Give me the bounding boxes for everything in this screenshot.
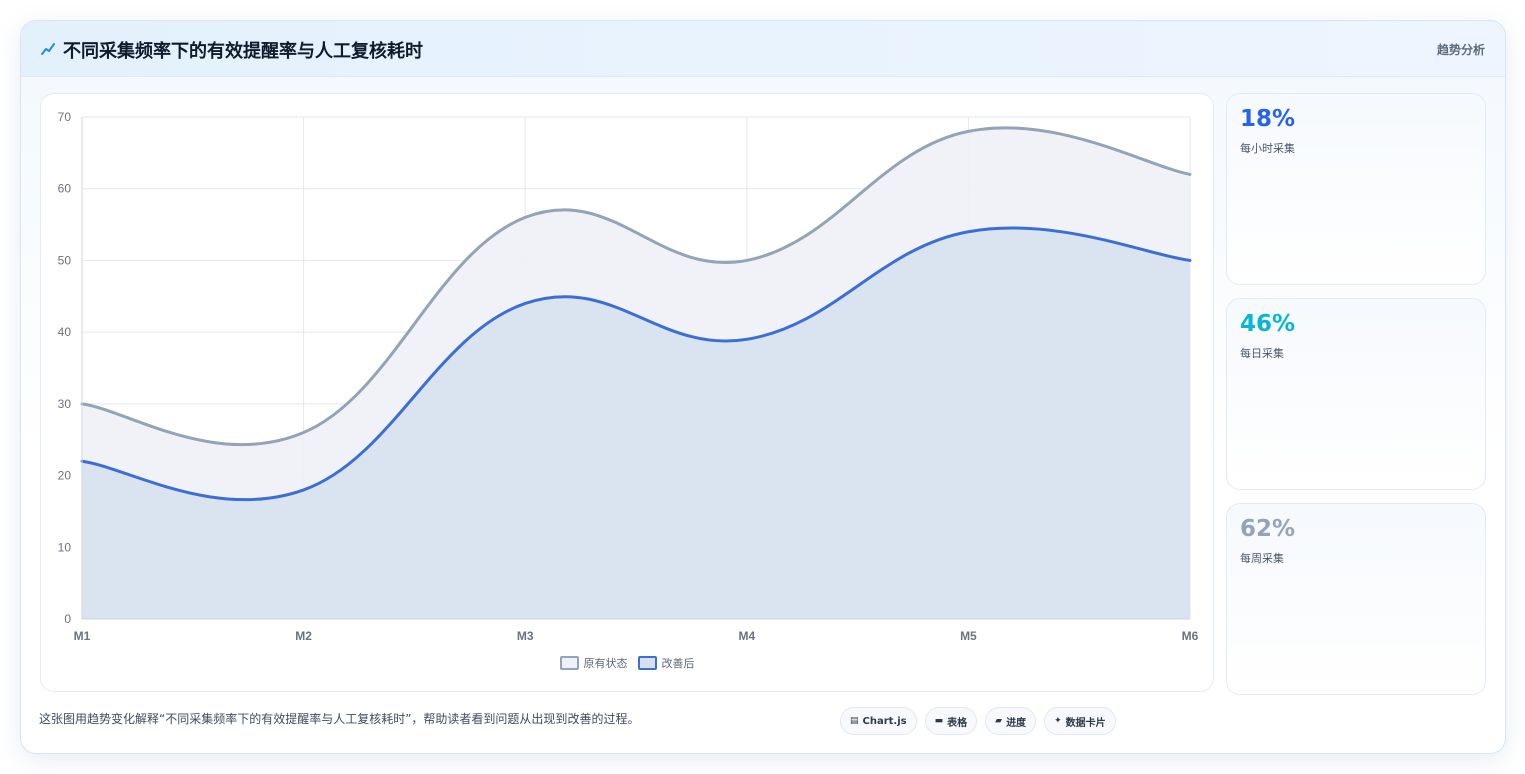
chart-panel: 0 10 20 30 40 50 60 70 M1 M2 M3 M4 M5 M6 原有状态 改善后	[40, 93, 1214, 692]
chart-description: 这张图用趋势变化解释“不同采集频率下的有效提醒率与人工复核耗时”，帮助读者看到问…	[39, 712, 640, 726]
x-tick-label: M1	[74, 629, 91, 643]
progress-icon: ▰	[995, 716, 1003, 726]
chip-label-table: 表格	[947, 717, 968, 729]
stat-card-hourly: 18% 每小时采集	[1226, 93, 1486, 285]
chip-label-chartjs: Chart.js	[862, 715, 907, 727]
x-tick-label: M6	[1182, 629, 1199, 643]
header-tag: 趋势分析	[1436, 43, 1485, 57]
chip-progress[interactable]: ▰ 进度	[985, 707, 1037, 735]
y-tick-label: 70	[58, 110, 72, 124]
legend-swatch-original	[559, 656, 579, 670]
y-tick-label: 60	[58, 182, 72, 196]
x-tick-label: M5	[960, 629, 977, 643]
y-tick-label: 50	[58, 253, 72, 267]
page-title: 不同采集频率下的有效提醒率与人工复核耗时	[63, 41, 423, 62]
table-icon: ▬	[934, 716, 944, 726]
chart-legend: 原有状态 改善后	[41, 654, 1213, 672]
series-area-1	[82, 227, 1190, 620]
chip-data-card[interactable]: ✦ 数据卡片	[1044, 707, 1116, 735]
chart-card: 不同采集频率下的有效提醒率与人工复核耗时 趋势分析 0 10 20 30 40 50 60 7…	[20, 20, 1506, 754]
stat-label-daily: 每日采集	[1240, 347, 1284, 360]
legend-swatch-improved	[637, 656, 657, 670]
y-tick-label: 30	[58, 397, 72, 411]
stat-card-daily: 46% 每日采集	[1226, 298, 1486, 490]
chip-chartjs[interactable]: ▤ Chart.js	[840, 707, 917, 735]
sparkle-icon: ✦	[1054, 716, 1062, 726]
series-line-0	[80, 126, 1192, 447]
x-tick-label: M4	[738, 629, 755, 643]
chart-icon: ▤	[850, 716, 859, 726]
y-tick-label: 20	[58, 469, 72, 483]
stat-label-hourly: 每小时采集	[1240, 142, 1295, 155]
chip-label-progress: 进度	[1006, 717, 1027, 729]
trend-line-icon	[41, 43, 55, 55]
y-tick-label: 0	[64, 612, 71, 626]
series-line-1	[80, 226, 1192, 502]
stat-card-weekly: 62% 每周采集	[1226, 503, 1486, 695]
stat-value-hourly: 18%	[1240, 106, 1296, 132]
legend-item-original[interactable]: 原有状态	[559, 654, 628, 672]
chip-table[interactable]: ▬ 表格	[924, 707, 978, 735]
x-tick-label: M2	[295, 629, 312, 643]
legend-item-improved[interactable]: 改善后	[637, 654, 695, 672]
y-tick-label: 10	[58, 540, 72, 554]
card-header: 不同采集频率下的有效提醒率与人工复核耗时 趋势分析	[21, 21, 1505, 77]
tech-chips: ▤ Chart.js ▬ 表格 ▰ 进度 ✦ 数据卡片	[840, 707, 1116, 735]
stats-column: 18% 每小时采集 46% 每日采集 62% 每周采集	[1226, 93, 1486, 708]
stat-value-weekly: 62%	[1240, 516, 1296, 542]
x-tick-label: M3	[517, 629, 534, 643]
y-tick-label: 40	[58, 325, 72, 339]
chip-label-data-card: 数据卡片	[1065, 717, 1106, 729]
area-chart: 0 10 20 30 40 50 60 70 M1 M2 M3 M4 M5 M6	[58, 110, 1199, 643]
legend-label-original: 原有状态	[583, 657, 628, 670]
legend-label-improved: 改善后	[661, 657, 695, 670]
stat-value-daily: 46%	[1240, 311, 1296, 337]
stat-label-weekly: 每周采集	[1240, 552, 1284, 565]
